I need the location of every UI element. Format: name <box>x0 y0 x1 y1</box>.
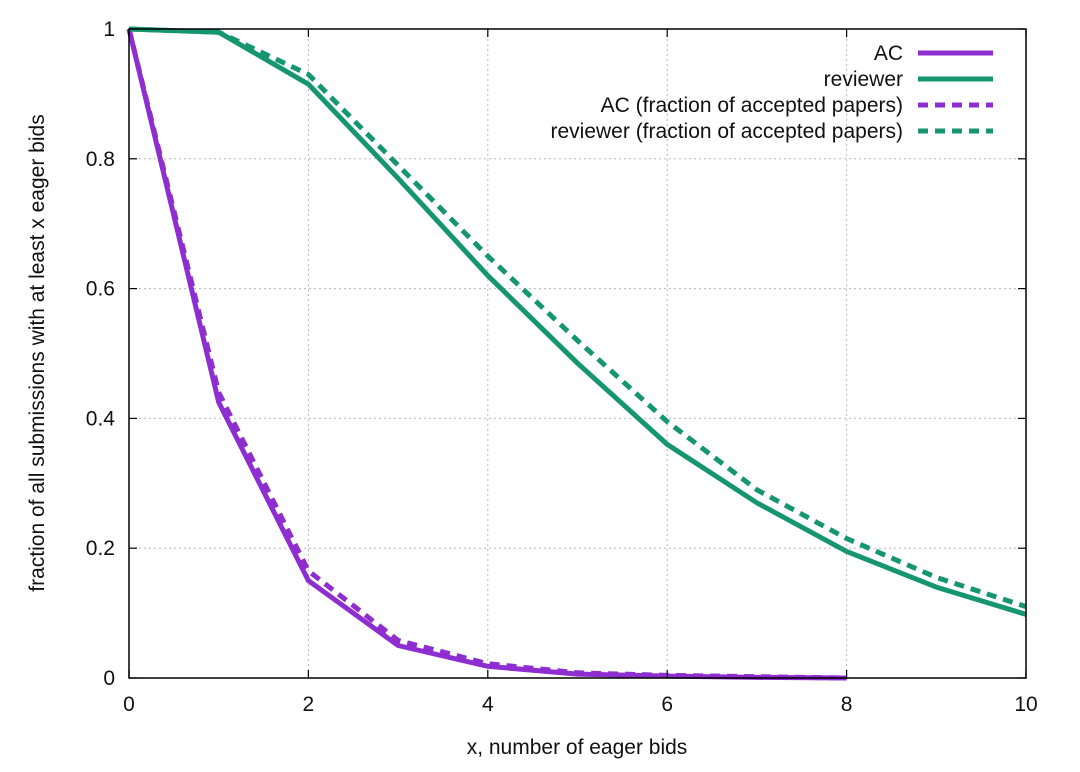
y-tick-label: 0.2 <box>86 537 115 560</box>
series-line-4 <box>128 26 1027 609</box>
series-lines <box>126 26 1027 681</box>
x-tick-label: 8 <box>841 693 853 716</box>
y-axis-label: fraction of all submissions with at leas… <box>26 114 49 591</box>
legend-label: reviewer <box>824 68 903 91</box>
y-tick-label: 0.8 <box>86 148 115 171</box>
y-tick-label: 1 <box>103 18 115 41</box>
x-tick-label: 4 <box>482 693 494 716</box>
legend-label: AC <box>874 42 903 65</box>
x-tick-label: 10 <box>1014 693 1037 716</box>
y-tick-label: 0.6 <box>86 278 115 301</box>
series-line-1 <box>126 28 847 681</box>
grid <box>129 29 1026 678</box>
x-tick-label: 2 <box>303 693 315 716</box>
y-tick-label: 0 <box>103 667 115 690</box>
plot-frame <box>128 28 1027 679</box>
x-tick-label: 0 <box>123 693 135 716</box>
y-tick-label: 0.4 <box>86 407 116 430</box>
legend-label: reviewer (fraction of accepted papers) <box>551 120 904 143</box>
axis-ticks: 0 2 4 6 8 10 0 0.2 0.4 0.6 0.8 1 <box>86 18 1038 716</box>
x-tick-label: 6 <box>661 693 673 716</box>
series-line-2 <box>128 26 1027 617</box>
legend-label: AC (fraction of accepted papers) <box>601 94 903 117</box>
legend: AC reviewer AC (fraction of accepted paper… <box>551 42 993 143</box>
x-axis-label: x, number of eager bids <box>467 736 688 759</box>
